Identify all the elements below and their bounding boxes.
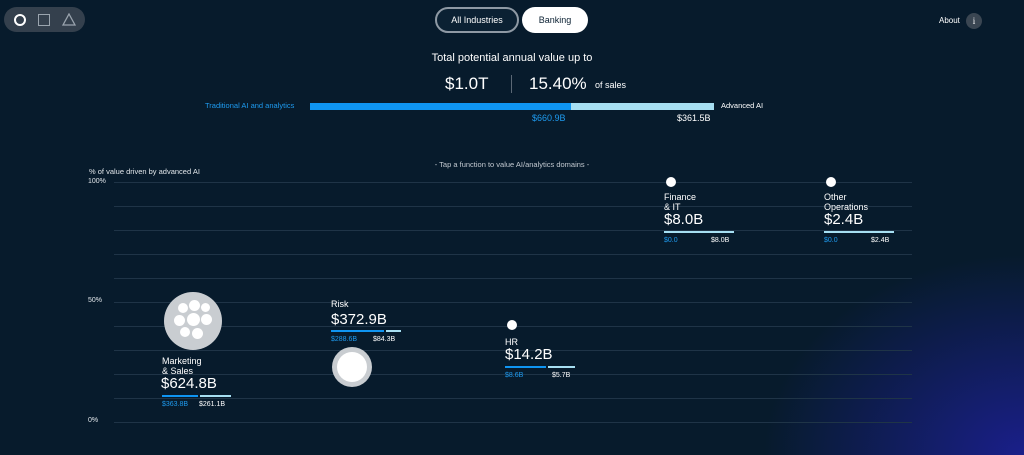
marketing-sales-value: $624.8B: [161, 375, 217, 392]
traditional-ai-label: Traditional AI and analytics: [205, 101, 295, 110]
gridline: [114, 422, 912, 423]
traditional-ai-bar: [310, 103, 571, 110]
domain-name-line: & Sales: [162, 366, 194, 376]
marketing-traditional-bar: [162, 395, 198, 397]
traditional-ai-value: $660.9B: [532, 113, 566, 123]
domain-bubble: [201, 303, 210, 312]
risk-bubble[interactable]: [332, 347, 372, 387]
other-operations-name[interactable]: Other Operations: [824, 192, 868, 212]
domain-name-line: Finance: [664, 192, 697, 202]
finance-traditional-value: $0.0: [664, 237, 678, 244]
gridline: [114, 230, 912, 231]
hr-name[interactable]: HR: [505, 337, 518, 347]
advanced-ai-value: $361.5B: [677, 113, 711, 123]
domain-bubble: [192, 328, 203, 339]
gridline: [114, 182, 912, 183]
circle-icon[interactable]: [14, 14, 26, 26]
domain-bubble: [174, 315, 185, 326]
domain-bubble: [180, 327, 190, 337]
domain-name-line: & IT: [664, 202, 681, 212]
square-icon[interactable]: [38, 14, 50, 26]
finance-advanced-bar: [664, 231, 734, 233]
other-operations-dot[interactable]: [826, 177, 836, 187]
chart-hint: - Tap a function to value AI/analytics d…: [434, 160, 590, 169]
risk-name[interactable]: Risk: [331, 299, 349, 309]
summary-headline: Total potential annual value up to: [431, 52, 593, 64]
gridline: [114, 206, 912, 207]
info-icon[interactable]: i: [966, 13, 982, 29]
marketing-traditional-value: $363.8B: [162, 401, 189, 408]
summary-divider: [511, 75, 512, 93]
domain-bubble: [178, 303, 188, 313]
y-tick-0: 0%: [88, 417, 99, 424]
total-value: $1.0T: [445, 74, 489, 93]
other-operations-value: $2.4B: [824, 211, 864, 228]
hr-advanced-bar: [548, 366, 575, 368]
hr-traditional-value: $8.6B: [505, 372, 524, 379]
marketing-sales-name[interactable]: Marketing & Sales: [162, 356, 202, 376]
finance-it-value: $8.0B: [664, 211, 704, 228]
about-link[interactable]: About: [939, 16, 960, 25]
all-industries-button[interactable]: All Industries: [435, 7, 519, 33]
y-tick-50: 50%: [88, 297, 103, 304]
risk-traditional-value: $288.6B: [331, 336, 358, 343]
domain-bubble: [201, 314, 212, 325]
y-tick-100: 100%: [88, 178, 106, 185]
y-axis-title: % of value driven by advanced AI: [89, 167, 200, 176]
gridline: [114, 398, 912, 399]
finance-it-dot[interactable]: [666, 177, 676, 187]
gridline: [114, 254, 912, 255]
other-traditional-value: $0.0: [824, 237, 838, 244]
advanced-ai-bar: [571, 103, 714, 110]
finance-it-name[interactable]: Finance & IT: [664, 192, 696, 212]
hr-value: $14.2B: [505, 346, 553, 363]
gridline: [114, 374, 912, 375]
hr-traditional-bar: [505, 366, 546, 368]
hr-advanced-value: $5.7B: [552, 372, 571, 379]
gridline: [114, 302, 912, 303]
domain-bubble: [189, 300, 200, 311]
shape-switcher: [4, 7, 85, 32]
risk-traditional-bar: [331, 330, 384, 332]
other-advanced-bar: [824, 231, 894, 233]
banking-button[interactable]: Banking: [522, 7, 588, 33]
marketing-advanced-value: $261.1B: [199, 401, 226, 408]
other-advanced-value: $2.4B: [871, 237, 890, 244]
marketing-sales-bubble[interactable]: [164, 292, 222, 350]
risk-advanced-value: $84.3B: [373, 336, 396, 343]
domain-bubble: [187, 313, 200, 326]
triangle-icon[interactable]: [61, 12, 77, 31]
percent-suffix: of sales: [595, 80, 627, 90]
domain-bubble: [337, 352, 367, 382]
domain-name-line: Other: [824, 192, 847, 202]
marketing-advanced-bar: [200, 395, 231, 397]
gridline: [114, 278, 912, 279]
domain-name-line: Marketing: [162, 356, 202, 366]
advanced-ai-label: Advanced AI: [721, 101, 764, 110]
percent-of-sales: 15.40%: [529, 74, 587, 93]
hr-dot[interactable]: [507, 320, 517, 330]
risk-advanced-bar: [386, 330, 401, 332]
gridline: [114, 350, 912, 351]
domain-name-line: Operations: [824, 202, 869, 212]
risk-value: $372.9B: [331, 311, 387, 328]
finance-advanced-value: $8.0B: [711, 237, 730, 244]
